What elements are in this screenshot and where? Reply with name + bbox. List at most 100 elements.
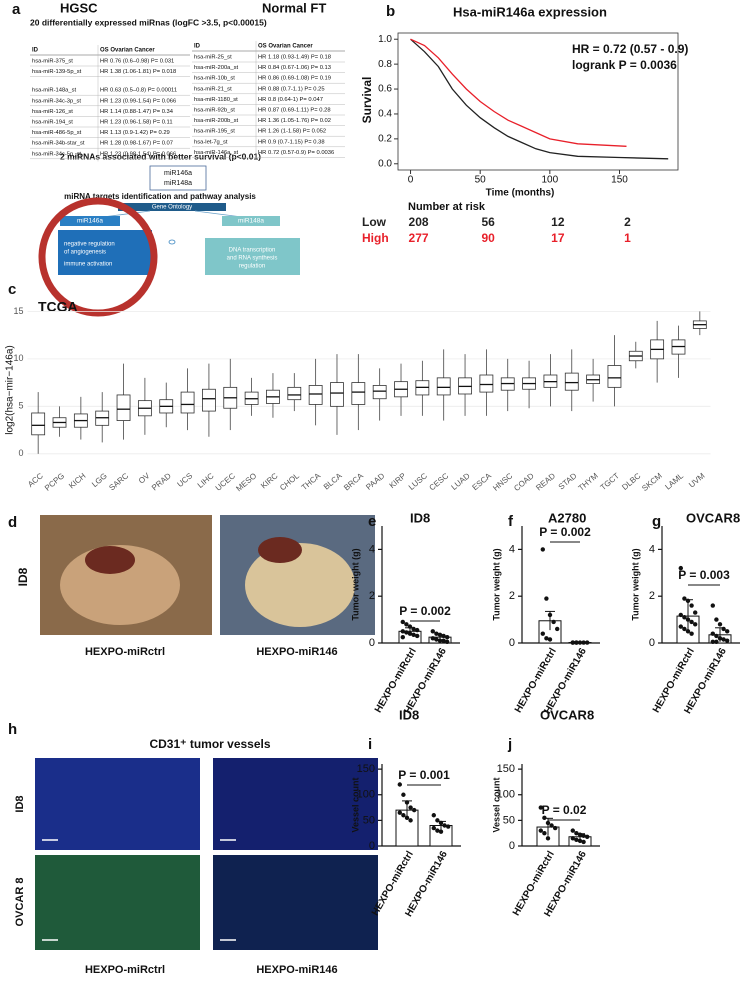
root-label: Gene Ontology [152, 205, 192, 211]
y-tick-label: 10 [13, 353, 23, 363]
y-tick-label: 15 [13, 306, 23, 316]
panel-label: e [368, 513, 376, 530]
table-cell: HR 0.8 (0.64-1) P= 0.047 [258, 97, 323, 103]
x-tick-label: STAD [557, 471, 579, 491]
y-tick-label: 0 [649, 637, 655, 649]
table-cell: hsa-miR-200b_st [194, 118, 239, 124]
panel-label: c [8, 281, 16, 298]
table-cell: hsa-miR-139-5p_st [32, 69, 82, 75]
annotation: P = 0.02 [542, 803, 587, 817]
term-box [58, 230, 152, 275]
box [372, 385, 387, 400]
x-tick-label: COAD [512, 471, 536, 493]
micrograph [35, 855, 200, 950]
data-point [693, 622, 698, 627]
y-tick-label: 0.8 [378, 59, 392, 70]
x-tick-label: BRCA [342, 471, 365, 493]
data-point [407, 631, 413, 636]
x-tick-label: KICH [67, 471, 88, 490]
data-point [721, 637, 726, 642]
x-tick-label: THYM [577, 471, 600, 493]
panel-title: CD31⁺ tumor vessels [149, 737, 270, 751]
chart-title: OVCAR8 [686, 510, 740, 525]
micrograph [213, 758, 378, 850]
data-point [581, 640, 586, 645]
data-point [574, 830, 579, 836]
micrograph [213, 855, 378, 950]
row-label: ID8 [16, 567, 30, 586]
diagram: miR146a miR148a miRNA targets identifica… [38, 165, 300, 317]
box [607, 365, 622, 388]
panel-label: i [368, 736, 372, 753]
survival-line [410, 38, 669, 160]
box [180, 391, 195, 414]
y-tick-label: 100 [357, 789, 375, 801]
panel-label: a [12, 1, 21, 18]
x-tick-label: LIHC [196, 471, 216, 490]
risk-title: Number at risk [408, 201, 486, 213]
x-tick-label: 0 [408, 175, 414, 186]
x-tick-label: UVM [687, 471, 707, 490]
x-tick-label: 100 [541, 175, 558, 186]
y-tick-label: 0 [509, 840, 515, 852]
data-point [397, 810, 402, 815]
node [168, 239, 176, 245]
table-cell: hsa-miR-194_st [32, 120, 73, 126]
row-label: OVCAR 8 [14, 878, 26, 927]
table-cell: hsa-miR-200a_st [194, 65, 239, 71]
risk-count: 1 [624, 231, 631, 245]
column-label: HEXPO-miR146 [256, 646, 337, 658]
input-label: miR146a [164, 170, 192, 177]
data-point [685, 598, 691, 604]
data-point [682, 596, 687, 601]
data-point [714, 633, 719, 639]
data-point [404, 815, 410, 821]
input-box [149, 165, 207, 191]
data-point [682, 626, 687, 632]
branch-tag [60, 216, 120, 226]
table-cell: hsa-miR-34c-3p_st [32, 98, 81, 104]
data-point [710, 603, 715, 608]
diagram-title: miRNA targets identification and pathway… [64, 192, 256, 201]
branch-label: miR146a [77, 218, 103, 225]
y-axis-label: Tumor weight (g) [630, 548, 640, 620]
data-point [549, 823, 554, 828]
x-axis-label: Time (months) [486, 188, 555, 199]
data-point [574, 837, 579, 843]
table-cell: hsa-miR-34c-5p_st [32, 151, 81, 157]
data-point [401, 792, 406, 797]
y-axis-label: Vessel count [491, 777, 501, 832]
table-cell: HR 0.87 (0.69-1.11) P= 0.28 [258, 108, 331, 114]
y-tick-label: 2 [509, 590, 515, 602]
term-box [205, 238, 300, 275]
risk-group: High [362, 231, 389, 245]
data-point [721, 626, 726, 632]
table-cell: hsa-miR-25_st [194, 55, 232, 61]
chart-title: OVCAR8 [540, 707, 594, 722]
data-point [685, 629, 691, 634]
panel-label: f [508, 513, 514, 530]
table-cell: HR 0.86 (0.69-1.08) P= 0.19 [258, 76, 331, 82]
table-cell: hsa-miR-10b_st [194, 76, 235, 82]
panel-label: j [507, 736, 512, 753]
table-cell: hsa-miR-195_st [194, 129, 235, 135]
data-point [411, 626, 416, 632]
data-point [411, 632, 416, 638]
data-point [685, 617, 691, 622]
data-point [404, 622, 409, 627]
box [351, 382, 366, 405]
root-bar [118, 203, 226, 211]
data-point [415, 633, 420, 639]
data-point [400, 629, 405, 634]
term: negative regulation [64, 242, 115, 248]
x-tick-label: TGCT [599, 471, 622, 492]
y-tick-label: 100 [497, 789, 515, 801]
y-tick-label: 150 [497, 763, 515, 775]
y-tick-label: 2 [369, 590, 375, 602]
scale-bar [42, 839, 236, 941]
survival-line [410, 38, 627, 147]
x-tick-label: SARC [107, 471, 130, 492]
data-point [400, 619, 405, 625]
y-tick-label: 0 [509, 637, 515, 649]
box [116, 394, 131, 421]
